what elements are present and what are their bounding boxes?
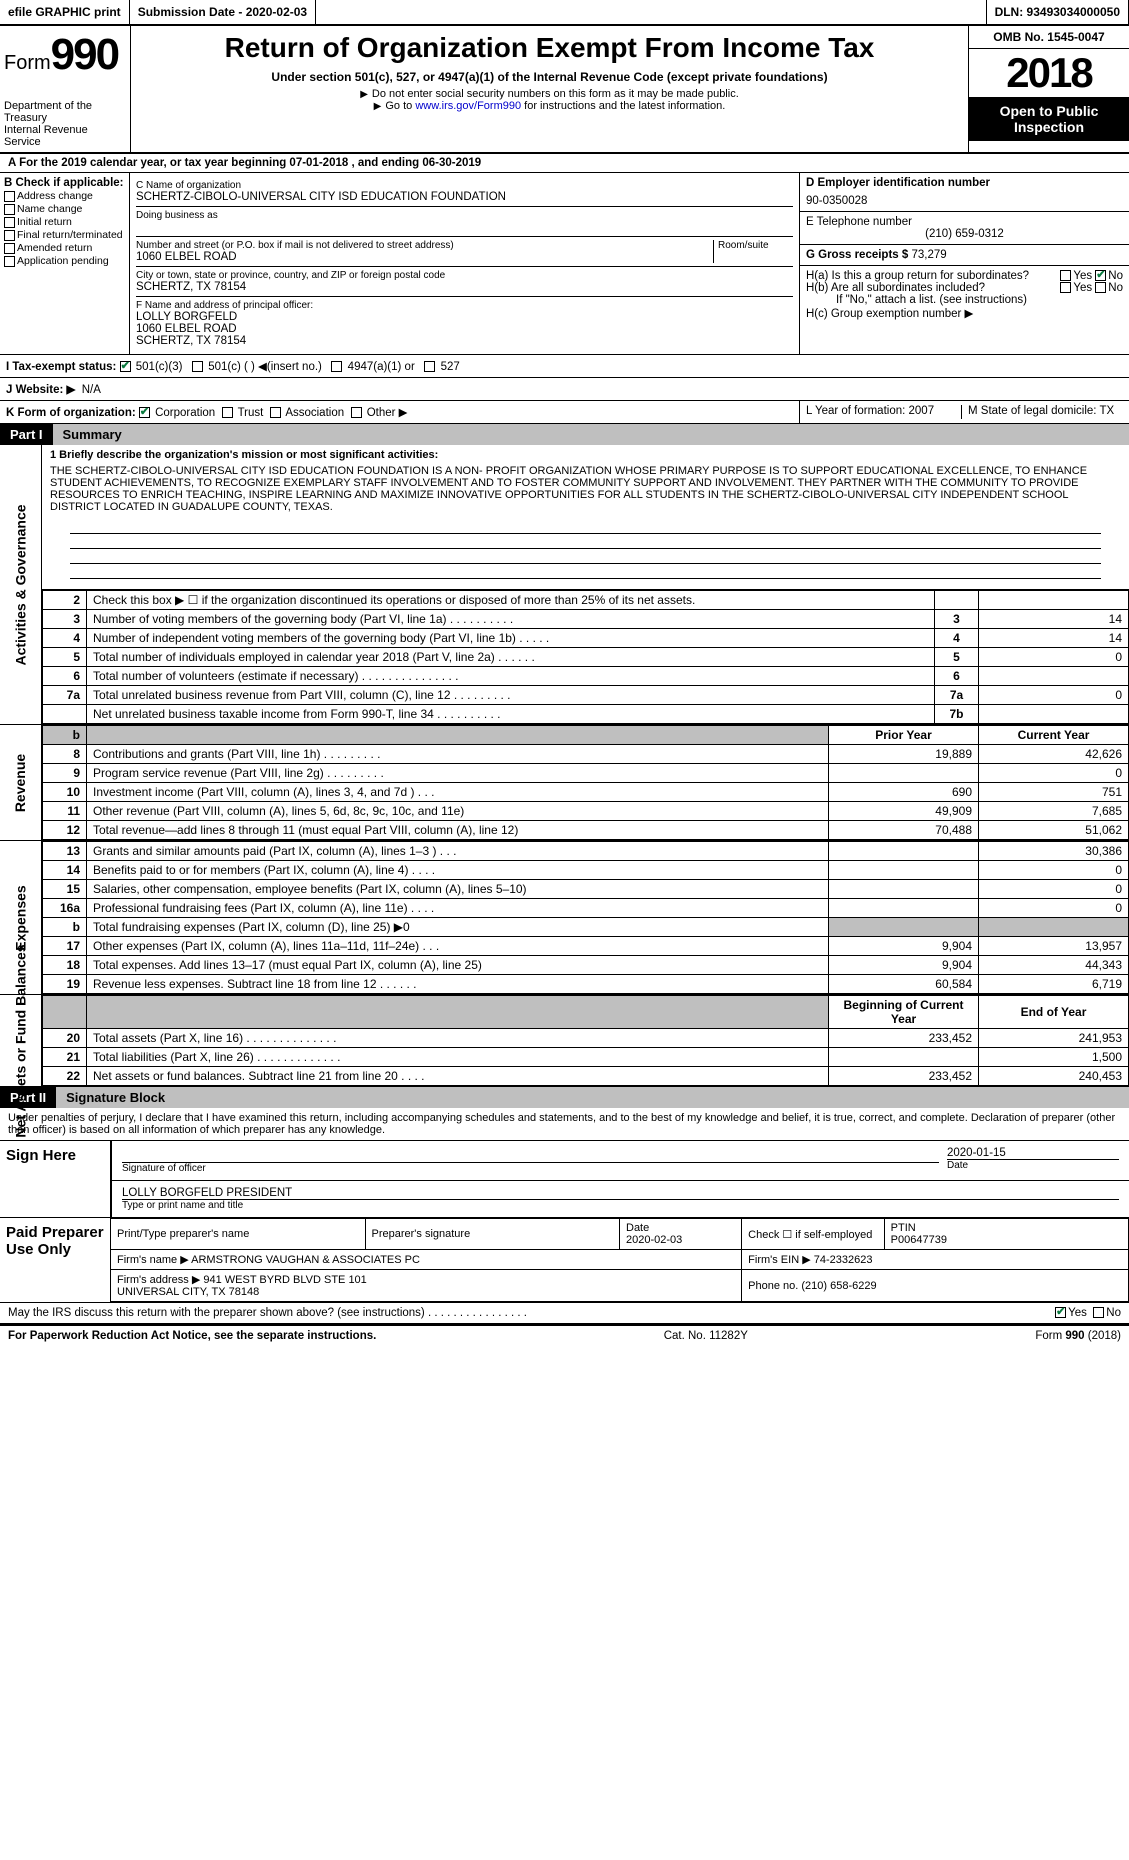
expenses-table: 13Grants and similar amounts paid (Part …: [42, 841, 1129, 994]
tax-year-range: A For the 2019 calendar year, or tax yea…: [0, 154, 1129, 173]
room-label: Room/suite: [718, 240, 793, 251]
governance-section: Activities & Governance 1 Briefly descri…: [0, 445, 1129, 725]
mission-text: THE SCHERTZ-CIBOLO-UNIVERSAL CITY ISD ED…: [50, 465, 1121, 513]
sign-here-label: Sign Here: [0, 1141, 110, 1217]
paid-preparer-label: Paid Preparer Use Only: [0, 1218, 110, 1302]
sig-date: 2020-01-15: [947, 1147, 1119, 1160]
submission-date: Submission Date - 2020-02-03: [130, 0, 316, 24]
exp-label: Expenses: [13, 885, 29, 950]
pra-notice: For Paperwork Reduction Act Notice, see …: [8, 1330, 376, 1342]
org-name: SCHERTZ-CIBOLO-UNIVERSAL CITY ISD EDUCAT…: [136, 191, 793, 203]
form-subtitle: Under section 501(c), 527, or 4947(a)(1)…: [139, 70, 960, 84]
dept-treasury: Department of the Treasury Internal Reve…: [4, 100, 126, 148]
expenses-section: Expenses 13Grants and similar amounts pa…: [0, 841, 1129, 995]
officer-name-label: Type or print name and title: [122, 1200, 1119, 1211]
omb-number: OMB No. 1545-0047: [969, 26, 1129, 49]
officer-name-title: LOLLY BORGFELD PRESIDENT: [122, 1187, 1119, 1200]
year-formation: L Year of formation: 2007: [806, 405, 961, 419]
dln-label: DLN: 93493034000050: [986, 0, 1129, 24]
revenue-section: Revenue bPrior YearCurrent Year 8Contrib…: [0, 725, 1129, 841]
col-b-checkboxes: B Check if applicable: Address change Na…: [0, 173, 130, 354]
city-label: City or town, state or province, country…: [136, 270, 793, 281]
gross-receipts: 73,279: [911, 249, 946, 261]
open-to-public: Open to Public Inspection: [969, 97, 1129, 141]
part1-header: Part I Summary: [0, 424, 1129, 445]
net-assets-section: Net Assets or Fund Balances Beginning of…: [0, 995, 1129, 1087]
c-name-label: C Name of organization: [136, 180, 793, 191]
officer-addr2: SCHERTZ, TX 78154: [136, 335, 793, 347]
form-title: Return of Organization Exempt From Incom…: [139, 32, 960, 64]
preparer-table: Print/Type preparer's name Preparer's si…: [110, 1218, 1129, 1302]
ha-label: H(a) Is this a group return for subordin…: [806, 270, 1060, 282]
efile-label: efile GRAPHIC print: [0, 0, 130, 24]
discuss-row: May the IRS discuss this return with the…: [0, 1303, 1129, 1324]
top-bar: efile GRAPHIC print Submission Date - 20…: [0, 0, 1129, 26]
page-footer: For Paperwork Reduction Act Notice, see …: [0, 1324, 1129, 1346]
f-label: F Name and address of principal officer:: [136, 300, 793, 311]
cat-number: Cat. No. 11282Y: [664, 1330, 748, 1342]
e-phone-label: E Telephone number: [806, 216, 912, 228]
form-number: Form990: [4, 30, 126, 80]
hb-note: If "No," attach a list. (see instruction…: [806, 294, 1123, 306]
net-assets-table: Beginning of Current YearEnd of Year 20T…: [42, 995, 1129, 1086]
tax-year: 2018: [969, 49, 1129, 97]
form-header: Form990 Department of the Treasury Inter…: [0, 26, 1129, 154]
dba-label: Doing business as: [136, 210, 793, 221]
city-state-zip: SCHERTZ, TX 78154: [136, 281, 793, 293]
governance-table: 2Check this box ▶ ☐ if the organization …: [42, 590, 1129, 724]
hc-label: H(c) Group exemption number ▶: [806, 306, 1123, 320]
revenue-table: bPrior YearCurrent Year 8Contributions a…: [42, 725, 1129, 840]
street-address: 1060 ELBEL ROAD: [136, 251, 713, 263]
ein-value: 90-0350028: [806, 195, 1123, 207]
addr-label: Number and street (or P.O. box if mail i…: [136, 240, 713, 251]
mission-blank-lines: [70, 519, 1101, 579]
d-ein-label: D Employer identification number: [806, 177, 990, 189]
g-gross-label: G Gross receipts $: [806, 249, 908, 261]
irs-link[interactable]: www.irs.gov/Form990: [415, 100, 521, 112]
gov-label: Activities & Governance: [13, 504, 29, 665]
perjury-statement: Under penalties of perjury, I declare th…: [0, 1108, 1129, 1141]
tax-exempt-row: I Tax-exempt status: 501(c)(3) 501(c) ( …: [0, 355, 1129, 378]
officer-name: LOLLY BORGFELD: [136, 311, 793, 323]
url-note: Go to www.irs.gov/Form990 for instructio…: [139, 100, 960, 112]
rev-label: Revenue: [13, 753, 29, 811]
form-page-label: Form 990 (2018): [1035, 1330, 1121, 1342]
phone-value: (210) 659-0312: [806, 228, 1123, 240]
officer-addr1: 1060 ELBEL ROAD: [136, 323, 793, 335]
state-domicile: M State of legal domicile: TX: [961, 405, 1123, 419]
officer-sig-label: Signature of officer: [122, 1163, 939, 1174]
part2-header: Part II Signature Block: [0, 1087, 1129, 1108]
hb-label: H(b) Are all subordinates included?: [806, 282, 1060, 294]
identity-grid: B Check if applicable: Address change Na…: [0, 173, 1129, 355]
ssn-note: Do not enter social security numbers on …: [139, 88, 960, 100]
website-row: J Website: ▶ N/A: [0, 378, 1129, 401]
sig-date-label: Date: [947, 1160, 1119, 1171]
net-label: Net Assets or Fund Balances: [13, 944, 29, 1137]
form-of-org-row: K Form of organization: Corporation Trus…: [0, 401, 1129, 424]
mission-label: 1 Briefly describe the organization's mi…: [50, 449, 438, 461]
